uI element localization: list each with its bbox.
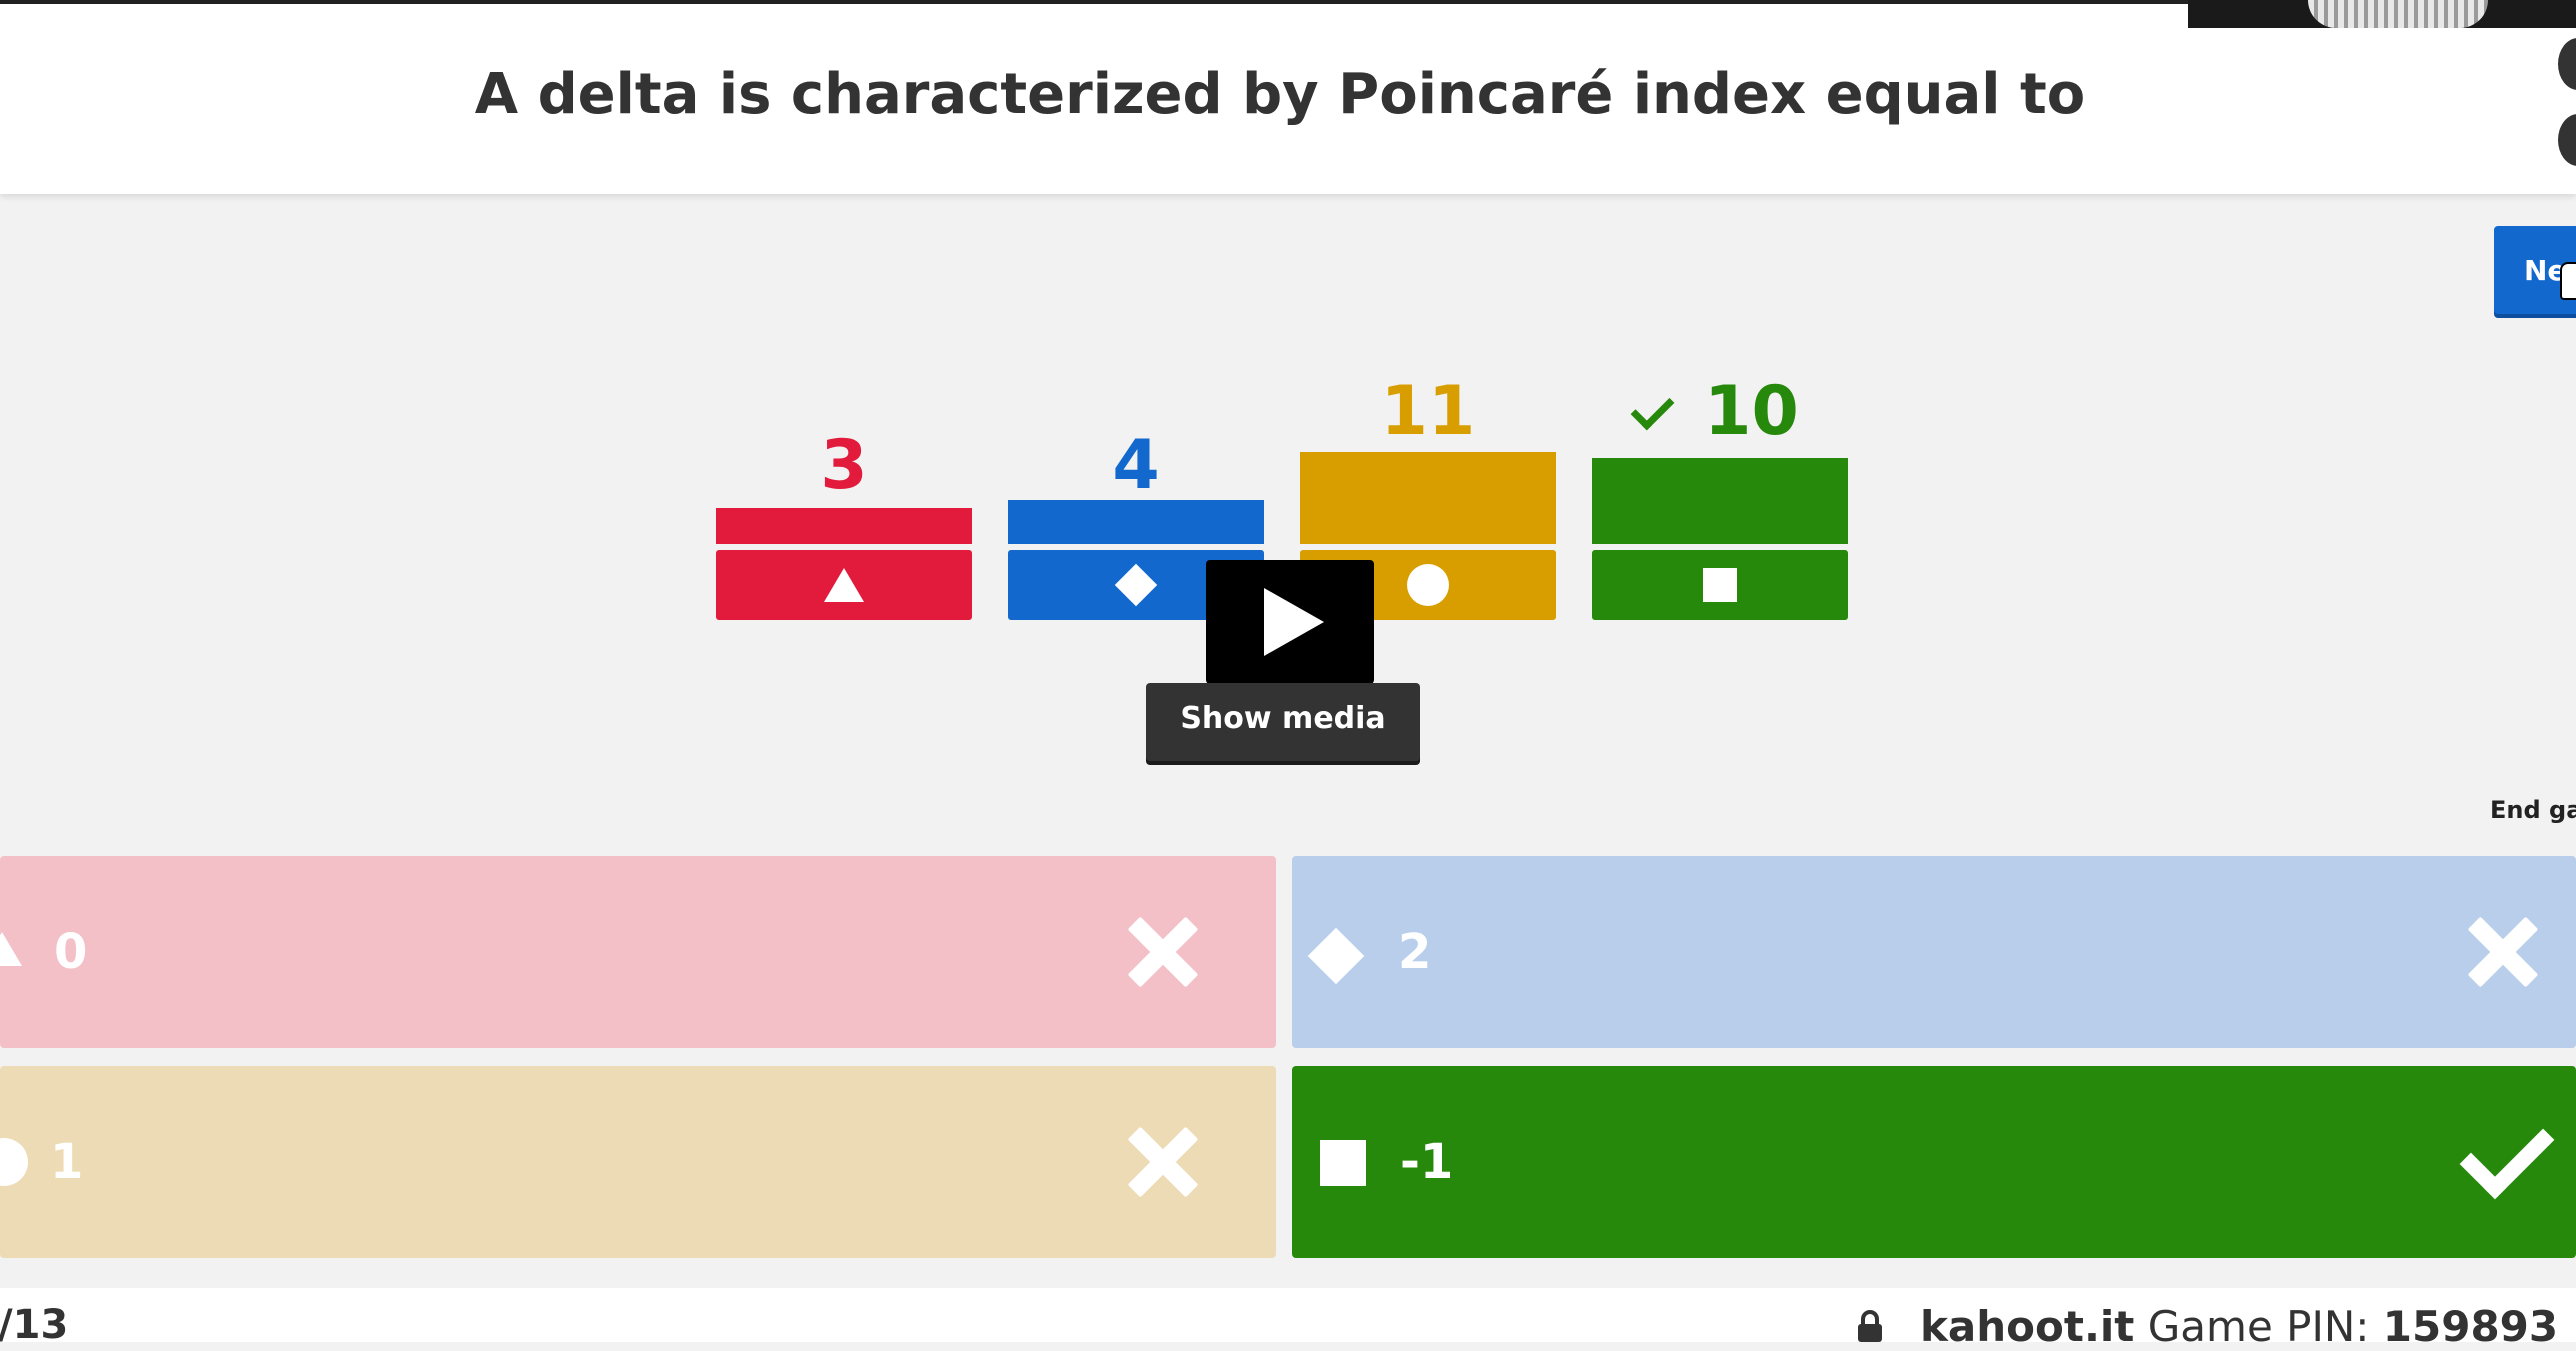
result-count: 10 bbox=[1592, 376, 1848, 448]
pin-label: Game PIN: bbox=[2147, 1302, 2370, 1351]
result-bar-square: 10 bbox=[1592, 376, 1848, 620]
triangle-icon bbox=[0, 932, 22, 966]
result-fill bbox=[1592, 458, 1848, 544]
result-base bbox=[716, 550, 972, 620]
answer-text: -1 bbox=[1400, 1134, 1454, 1190]
question-title: A delta is characterized by Poincaré ind… bbox=[474, 62, 2086, 127]
show-media-button[interactable]: Show media bbox=[1146, 683, 1420, 761]
end-game-link[interactable]: End game bbox=[2490, 796, 2576, 824]
answer-option-1: 2 bbox=[1292, 856, 2576, 1048]
answer-option-2: 1 bbox=[0, 1066, 1276, 1258]
correct-check-icon bbox=[1630, 386, 1675, 431]
incorrect-x-icon bbox=[2464, 915, 2538, 989]
result-fill bbox=[1300, 452, 1556, 544]
answer-option-0: 0 bbox=[0, 856, 1276, 1048]
result-count-value: 10 bbox=[1704, 372, 1799, 451]
correct-check-icon bbox=[2459, 1104, 2555, 1200]
question-header: A delta is characterized by Poincaré ind… bbox=[0, 4, 2576, 194]
result-fill bbox=[1008, 500, 1264, 544]
menu-circle-icon[interactable] bbox=[2558, 38, 2576, 90]
result-fill bbox=[716, 508, 972, 544]
question-counter: /13 bbox=[0, 1302, 69, 1348]
square-icon bbox=[1320, 1140, 1366, 1186]
result-count: 11 bbox=[1380, 372, 1476, 451]
top-border bbox=[0, 0, 2576, 4]
diamond-icon bbox=[1307, 927, 1365, 985]
footer-bar: /13 kahoot.it Game PIN: 159893 bbox=[0, 1288, 2576, 1351]
presenter-video bbox=[2308, 0, 2488, 28]
circle-icon bbox=[1407, 564, 1449, 606]
play-icon bbox=[1264, 588, 1324, 656]
webcam-overlay bbox=[2188, 0, 2576, 28]
incorrect-x-icon bbox=[1124, 1125, 1198, 1199]
pin-value: 159893 bbox=[2382, 1302, 2559, 1351]
result-base bbox=[1592, 550, 1848, 620]
triangle-icon bbox=[824, 568, 864, 602]
brand-name: kahoot.it bbox=[1920, 1302, 2135, 1351]
answer-text: 2 bbox=[1398, 924, 1432, 980]
answer-option-3: -1 bbox=[1292, 1066, 2576, 1258]
circle-icon bbox=[0, 1138, 28, 1186]
incorrect-x-icon bbox=[1124, 915, 1198, 989]
answer-text: 1 bbox=[50, 1134, 84, 1190]
result-bar-triangle: 3 bbox=[716, 430, 972, 620]
mouse-cursor-icon bbox=[2560, 262, 2576, 300]
diamond-icon bbox=[1114, 563, 1158, 607]
game-pin-info: kahoot.it Game PIN: 159893 bbox=[1920, 1302, 2558, 1351]
answer-text: 0 bbox=[54, 924, 88, 980]
square-icon bbox=[1703, 568, 1737, 602]
result-count: 3 bbox=[820, 426, 868, 505]
lock-icon[interactable] bbox=[1858, 1310, 1882, 1342]
play-media-button[interactable] bbox=[1206, 560, 1374, 684]
result-count: 4 bbox=[1112, 426, 1160, 505]
sound-circle-icon[interactable] bbox=[2558, 114, 2576, 166]
